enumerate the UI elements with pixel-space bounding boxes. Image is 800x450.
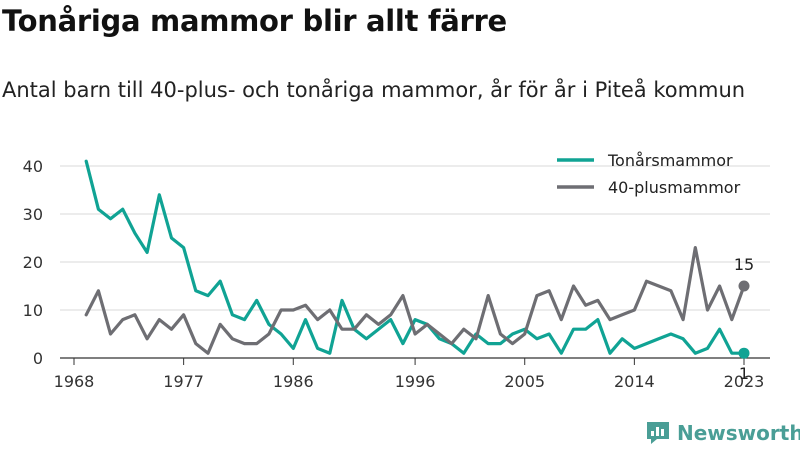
series-end-point [738, 280, 750, 292]
y-tick-label: 10 [23, 301, 43, 320]
newsworthy-bar-chart-icon [647, 422, 669, 444]
x-tick-label: 1977 [163, 372, 204, 391]
x-tick-label: 2005 [504, 372, 545, 391]
legend-label: 40-plusmammor [608, 178, 741, 197]
x-tick-label: 2023 [724, 372, 765, 391]
y-tick-label: 40 [23, 157, 43, 176]
brand-name: Newsworthy [677, 421, 800, 445]
y-tick-label: 30 [23, 205, 43, 224]
chart-subtitle: Antal barn till 40-plus- och tonåriga ma… [2, 78, 746, 102]
x-tick-label: 1968 [54, 372, 95, 391]
series-line-40-plusmammor [84, 246, 746, 355]
x-tick-label: 2014 [614, 372, 655, 391]
series-end-label: 1 [739, 364, 749, 383]
x-tick-label: 1996 [395, 372, 436, 391]
x-tick-label: 1986 [273, 372, 314, 391]
y-tick-label: 20 [23, 253, 43, 272]
series-end-label: 15 [734, 255, 754, 274]
y-tick-label: 0 [33, 349, 43, 368]
chart-title: Tonåriga mammor blir allt färre [2, 4, 507, 38]
legend-label: Tonårsmammor [607, 151, 733, 170]
series-end-point [738, 347, 750, 359]
brand-logo: Newsworthy [645, 419, 800, 447]
series-line-tonarsmammor [84, 159, 746, 355]
